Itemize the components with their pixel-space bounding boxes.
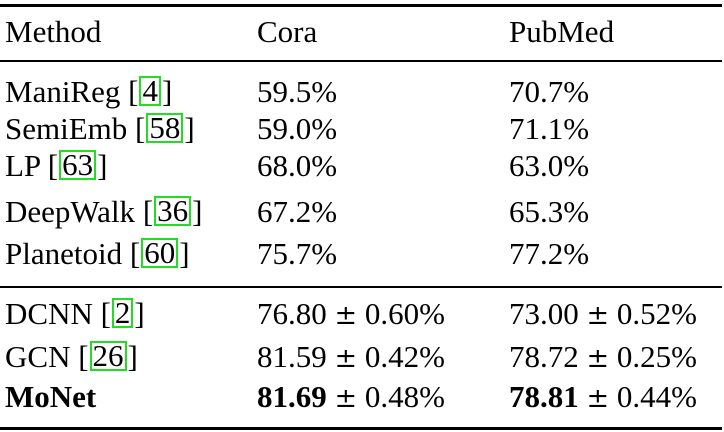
pubmed-value: 70.7% [509, 74, 590, 109]
citation-link[interactable]: 2 [111, 297, 134, 328]
pubmed-value: 63.0% [509, 148, 590, 183]
plus-minus-symbol: ± [334, 300, 358, 331]
close-bracket: ] [179, 236, 190, 271]
table-row: LP [63] 68.0% 63.0% [0, 148, 724, 184]
cora-value: 59.0% [257, 111, 338, 146]
close-bracket: ] [184, 111, 195, 146]
open-bracket: [ [100, 296, 111, 331]
pubmed-value: 65.3% [509, 194, 590, 229]
section-rule [0, 286, 722, 288]
method-cell: DeepWalk [36] [5, 194, 202, 230]
cora-value: 68.0% [257, 148, 338, 183]
open-bracket: [ [129, 236, 141, 271]
plus-minus-symbol: ± [586, 343, 610, 374]
close-bracket: ] [97, 148, 108, 183]
close-bracket: ] [161, 74, 173, 109]
method-name: LP [5, 148, 41, 183]
citation-link[interactable]: 58 [146, 112, 184, 143]
plus-minus-symbol: ± [586, 300, 610, 331]
pubmed-value: 77.2% [509, 236, 590, 271]
top-rule [0, 4, 722, 7]
cora-value: 59.5% [257, 74, 338, 109]
method-cell: Planetoid [60] [5, 236, 190, 272]
table-row: GCN [26] 81.59 ± 0.42% 78.72 ± 0.25% [0, 339, 724, 375]
bottom-rule [0, 427, 722, 430]
header-rule [0, 60, 722, 62]
pubmed-mean-best: 78.81 [509, 379, 579, 414]
open-bracket: [ [47, 148, 59, 183]
close-bracket: ] [127, 339, 138, 374]
pubmed-value: 71.1% [509, 111, 590, 146]
table-row: DCNN [2] 76.80 ± 0.60% 73.00 ± 0.52% [0, 296, 724, 332]
pubmed-std: 0.44% [616, 379, 697, 414]
method-cell: ManiReg [4] [5, 74, 172, 110]
method-cell: DCNN [2] [5, 296, 145, 332]
method-name: DCNN [5, 296, 93, 331]
pubmed-value: 78.72 ± 0.25% [509, 339, 697, 377]
method-cell: LP [63] [5, 148, 107, 184]
cora-value: 81.69 ± 0.48% [257, 379, 445, 417]
method-name: ManiReg [5, 74, 121, 109]
table-row: ManiReg [4] 59.5% 70.7% [0, 74, 724, 110]
citation-link[interactable]: 36 [154, 195, 192, 226]
pubmed-mean: 73.00 [509, 296, 579, 331]
plus-minus-symbol: ± [334, 343, 358, 374]
pubmed-value: 73.00 ± 0.52% [509, 296, 697, 334]
close-bracket: ] [134, 296, 145, 331]
pubmed-std: 0.25% [616, 339, 697, 374]
header-method: Method [5, 14, 102, 49]
open-bracket: [ [78, 339, 89, 374]
table-row: Planetoid [60] 75.7% 77.2% [0, 236, 724, 272]
method-name: SemiEmb [5, 111, 128, 146]
citation-link[interactable]: 4 [139, 75, 161, 106]
table-row: DeepWalk [36] 67.2% 65.3% [0, 194, 724, 230]
table-row: MoNet 81.69 ± 0.48% 78.81 ± 0.44% [0, 379, 724, 415]
cora-mean-best: 81.69 [257, 379, 327, 414]
header-row: Method Cora PubMed [0, 14, 724, 50]
open-bracket: [ [128, 74, 139, 109]
citation-link[interactable]: 60 [141, 237, 179, 268]
cora-std: 0.60% [364, 296, 445, 331]
method-name: GCN [5, 339, 71, 374]
pubmed-std: 0.52% [616, 296, 697, 331]
plus-minus-symbol: ± [334, 383, 358, 414]
method-cell: GCN [26] [5, 339, 138, 375]
cora-mean: 81.59 [257, 339, 327, 374]
cora-value: 81.59 ± 0.42% [257, 339, 445, 377]
citation-link[interactable]: 63 [59, 149, 97, 180]
pubmed-mean: 78.72 [509, 339, 579, 374]
table-row: SemiEmb [58] 59.0% 71.1% [0, 111, 724, 147]
close-bracket: ] [192, 194, 203, 229]
pubmed-value: 78.81 ± 0.44% [509, 379, 697, 417]
method-name-bold: MoNet [5, 379, 97, 414]
cora-value: 75.7% [257, 236, 338, 271]
plus-minus-symbol: ± [586, 383, 610, 414]
cora-value: 76.80 ± 0.60% [257, 296, 445, 334]
cora-value: 67.2% [257, 194, 338, 229]
header-cora: Cora [257, 14, 318, 49]
method-cell: SemiEmb [58] [5, 111, 195, 147]
cora-std: 0.48% [364, 379, 445, 414]
citation-link[interactable]: 26 [89, 340, 127, 371]
method-name: Planetoid [5, 236, 123, 271]
open-bracket: [ [135, 111, 146, 146]
header-pubmed: PubMed [509, 14, 615, 49]
cora-std: 0.42% [364, 339, 445, 374]
cora-mean: 76.80 [257, 296, 327, 331]
method-name: DeepWalk [5, 194, 136, 229]
open-bracket: [ [142, 194, 154, 229]
